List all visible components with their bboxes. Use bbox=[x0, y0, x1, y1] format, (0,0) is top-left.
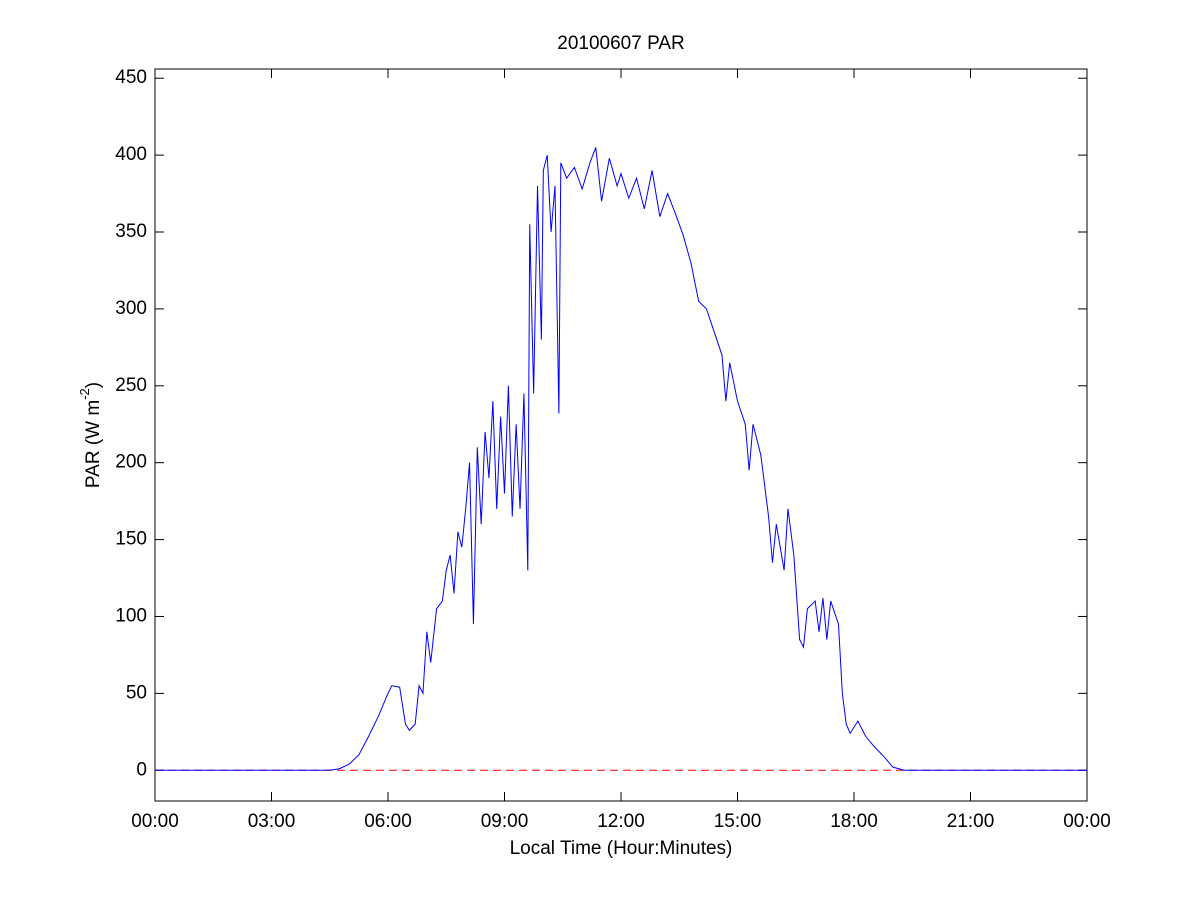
x-tick-label: 12:00 bbox=[597, 811, 645, 832]
y-tick-label: 400 bbox=[115, 144, 147, 165]
x-axis-label: Local Time (Hour:Minutes) bbox=[510, 838, 733, 859]
y-label-end: ) bbox=[83, 382, 104, 388]
y-tick-label: 150 bbox=[115, 529, 147, 550]
data-line bbox=[155, 147, 1087, 771]
x-tick-label: 21:00 bbox=[947, 811, 995, 832]
x-tick-label: 00:00 bbox=[1063, 811, 1111, 832]
y-tick-label: 300 bbox=[115, 298, 147, 319]
chart-title: 20100607 PAR bbox=[557, 33, 684, 54]
y-label-sup: -2 bbox=[77, 388, 92, 400]
y-tick-label: 350 bbox=[115, 221, 147, 242]
x-tick-label: 03:00 bbox=[248, 811, 296, 832]
y-tick-label: 0 bbox=[136, 759, 147, 780]
plot-frame bbox=[154, 68, 1088, 802]
x-tick-label: 18:00 bbox=[830, 811, 878, 832]
x-tick-label: 06:00 bbox=[364, 811, 412, 832]
y-tick-label: 250 bbox=[115, 375, 147, 396]
x-tick-label: 09:00 bbox=[481, 811, 529, 832]
x-tick-label: 15:00 bbox=[714, 811, 762, 832]
y-axis-label: PAR (W m-2) bbox=[77, 382, 104, 488]
y-tick-label: 200 bbox=[115, 452, 147, 473]
y-tick-label: 100 bbox=[115, 605, 147, 626]
y-tick-label: 50 bbox=[126, 682, 147, 703]
x-tick-label: 00:00 bbox=[131, 811, 179, 832]
y-label-text: PAR (W m bbox=[83, 400, 104, 488]
y-tick-label: 450 bbox=[115, 67, 147, 88]
